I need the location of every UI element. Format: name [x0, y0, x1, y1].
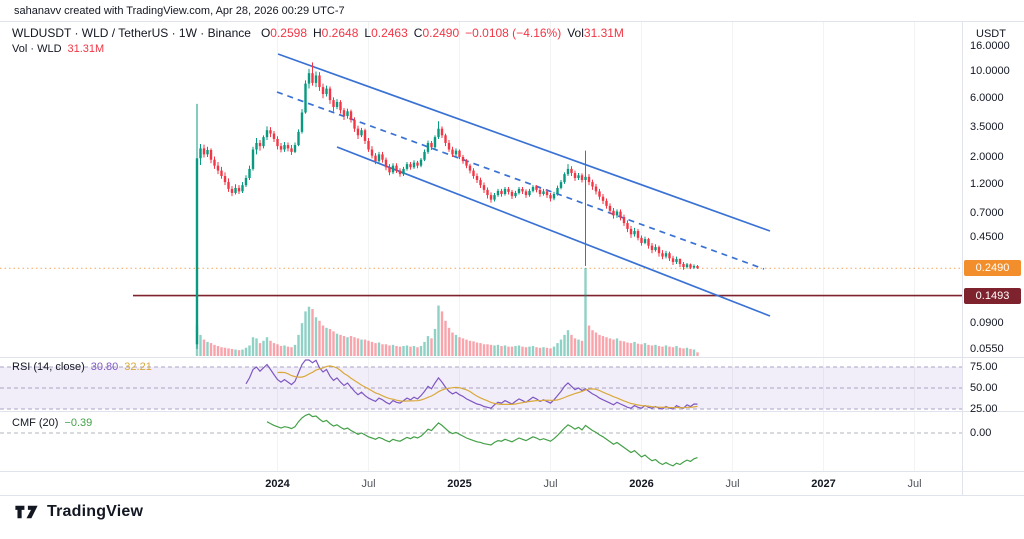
low-value: 0.2463 — [371, 26, 408, 40]
time-tick-label: Jul — [361, 478, 376, 490]
price-badge: 0.1493 — [964, 287, 1021, 304]
symbol-title: WLDUSDT · WLD / TetherUS · 1W · Binance — [12, 26, 251, 40]
price-tick-label: 10.0000 — [970, 65, 1010, 77]
rsi-label: RSI (14, close) — [12, 361, 85, 373]
rsi-tick-label: 75.00 — [970, 361, 998, 373]
price-tick-label: 6.0000 — [970, 92, 1004, 105]
volume-label: Vol — [567, 26, 584, 40]
price-tick-label: 0.7000 — [970, 207, 1004, 220]
volume-value: 31.31M — [583, 26, 624, 40]
rsi-value: 30.80 — [90, 361, 119, 373]
attribution-text: sahanavv created with TradingView.com, A… — [14, 5, 345, 17]
high-value: 0.2648 — [321, 26, 359, 40]
time-tick-label: Jul — [725, 478, 740, 490]
volume-series-value: 31.31M — [67, 43, 105, 55]
rsi-legend[interactable]: RSI (14, close) 30.80 32.21 — [12, 361, 152, 373]
price-axis[interactable]: USDT 16.0000 10.0000 6.0000 3.5000 2.0000 1.2… — [963, 0, 1024, 496]
volume-series-label: Vol · WLD — [12, 43, 62, 55]
volume-overlay-legend[interactable]: Vol · WLD 31.31M — [12, 43, 104, 55]
rsi-series — [245, 359, 698, 410]
time-axis[interactable]: 2024 Jul 2025 Jul 2026 Jul 2027 Jul — [0, 472, 963, 496]
price-tick-label: 3.5000 — [970, 121, 1004, 134]
price-tick-label: 0.0550 — [970, 342, 1004, 355]
price-badge: 0.2490 — [964, 260, 1021, 277]
cmf-tick-label: 0.00 — [970, 427, 992, 439]
cmf-label: CMF (20) — [12, 417, 59, 429]
tradingview-logo[interactable]: TradingView — [14, 503, 143, 521]
price-tick-label: 0.0900 — [970, 316, 1004, 329]
time-gridlines — [277, 22, 915, 471]
high-label: H — [313, 26, 322, 40]
price-tick-label: 1.2000 — [970, 178, 1004, 191]
open-label: O — [260, 26, 271, 40]
time-tick-label: 2024 — [265, 478, 290, 490]
change-value: −0.0108 (−4.16%) — [465, 26, 562, 40]
price-tick-label: 0.4500 — [970, 230, 1004, 243]
candlestick-series — [195, 62, 699, 349]
time-tick-label: 2027 — [811, 478, 836, 490]
time-tick-label: 2026 — [629, 478, 654, 490]
price-tick-label: 16.0000 — [970, 39, 1010, 52]
time-tick-label: 2025 — [447, 478, 472, 490]
cmf-value: −0.39 — [64, 417, 93, 429]
cmf-legend[interactable]: CMF (20) −0.39 — [12, 417, 92, 429]
rsi-band — [0, 366, 963, 434]
symbol-legend[interactable]: WLDUSDT · WLD / TetherUS · 1W · Binance O… — [12, 26, 624, 40]
cmf-series — [266, 413, 698, 467]
currency-label: USDT — [976, 28, 1006, 40]
rsi-ma-value: 32.21 — [124, 361, 152, 373]
close-value: 0.2490 — [422, 26, 460, 40]
time-tick-label: Jul — [543, 478, 558, 490]
rsi-tick-label: 25.00 — [970, 403, 998, 415]
pane-separators — [0, 21, 1024, 496]
overlay-lines — [0, 53, 963, 317]
close-label: C — [413, 26, 423, 40]
low-label: L — [364, 26, 372, 40]
time-tick-label: Jul — [907, 478, 922, 490]
open-value: 0.2598 — [270, 26, 307, 40]
tradingview-logo-icon — [15, 505, 38, 519]
price-tick-label: 2.0000 — [970, 150, 1004, 163]
tradingview-logo-text: TradingView — [47, 503, 144, 520]
rsi-tick-label: 50.00 — [970, 382, 998, 394]
volume-series — [195, 268, 699, 356]
